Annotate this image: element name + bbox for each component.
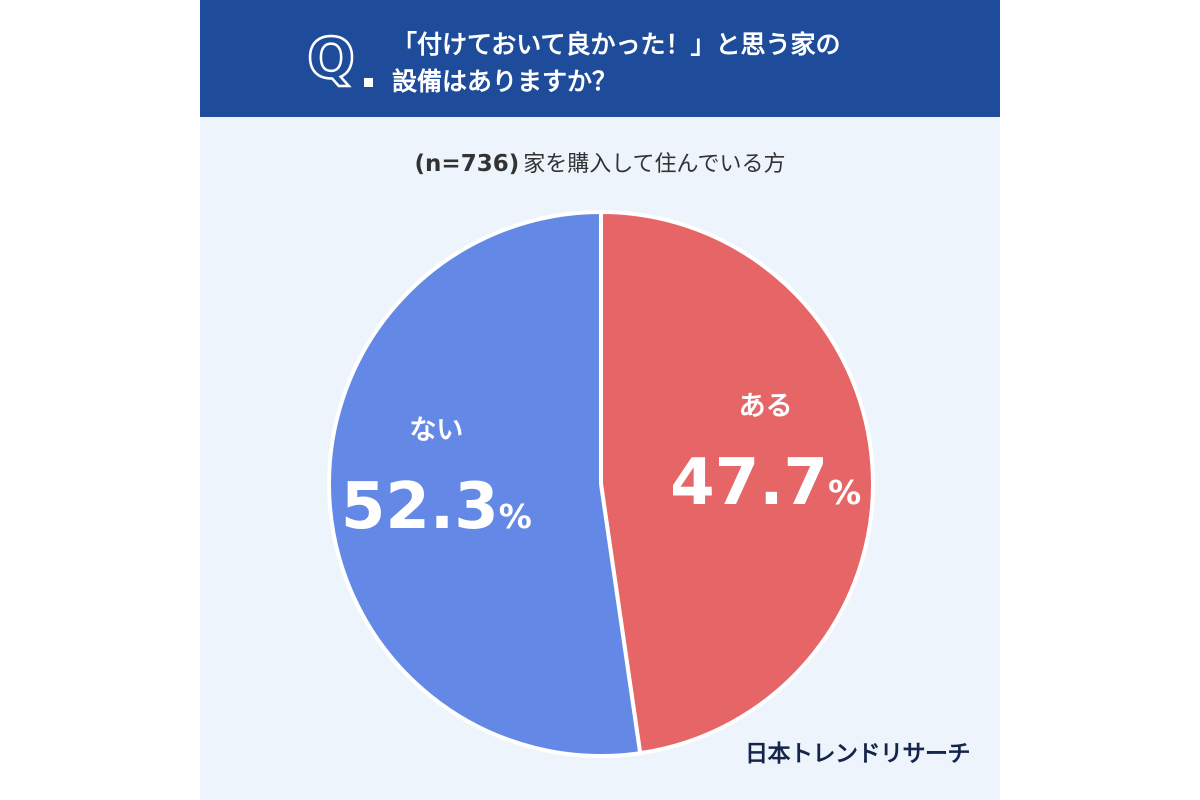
- sample-description: 家を購入して住んでいる方: [523, 152, 786, 177]
- question-title: 「付けておいて良かった！」と思う家の 設備はありますか？: [392, 26, 841, 100]
- brand-logo: 日本トレンドリサーチ: [745, 741, 971, 767]
- slice-unit-nai: %: [499, 497, 532, 536]
- slice-value-nai: 52.3%: [341, 470, 532, 544]
- pie-slice-aru: [599, 210, 875, 756]
- slice-unit-aru: %: [828, 473, 861, 512]
- q-letter-icon: Q: [306, 28, 356, 88]
- chart-card: Q 「付けておいて良かった！」と思う家の 設備はありますか？ (n=736) 家を…: [200, 0, 1000, 800]
- q-letter: Q: [307, 28, 355, 88]
- sample-subtitle: (n=736) 家を購入して住んでいる方: [200, 148, 1000, 181]
- q-dot: [364, 78, 373, 87]
- pie-slice-nai: [327, 210, 643, 758]
- slice-label-aru: ある: [739, 391, 793, 422]
- question-title-line2: 設備はありますか？: [392, 67, 618, 96]
- slice-label-nai: ない: [409, 415, 463, 446]
- sample-size: (n=736): [414, 151, 520, 177]
- question-header: Q 「付けておいて良かった！」と思う家の 設備はありますか？: [200, 0, 1000, 117]
- question-title-line1: 「付けておいて良かった！」と思う家の: [392, 30, 841, 59]
